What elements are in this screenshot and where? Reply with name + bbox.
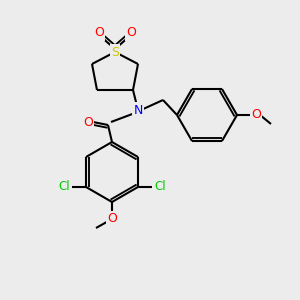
Text: O: O — [126, 26, 136, 40]
Text: Cl: Cl — [58, 181, 70, 194]
Text: O: O — [107, 212, 117, 226]
Text: O: O — [251, 109, 261, 122]
Text: O: O — [94, 26, 104, 40]
Text: Cl: Cl — [154, 181, 166, 194]
Text: O: O — [83, 116, 93, 128]
Text: N: N — [133, 103, 143, 116]
Text: S: S — [111, 46, 119, 59]
